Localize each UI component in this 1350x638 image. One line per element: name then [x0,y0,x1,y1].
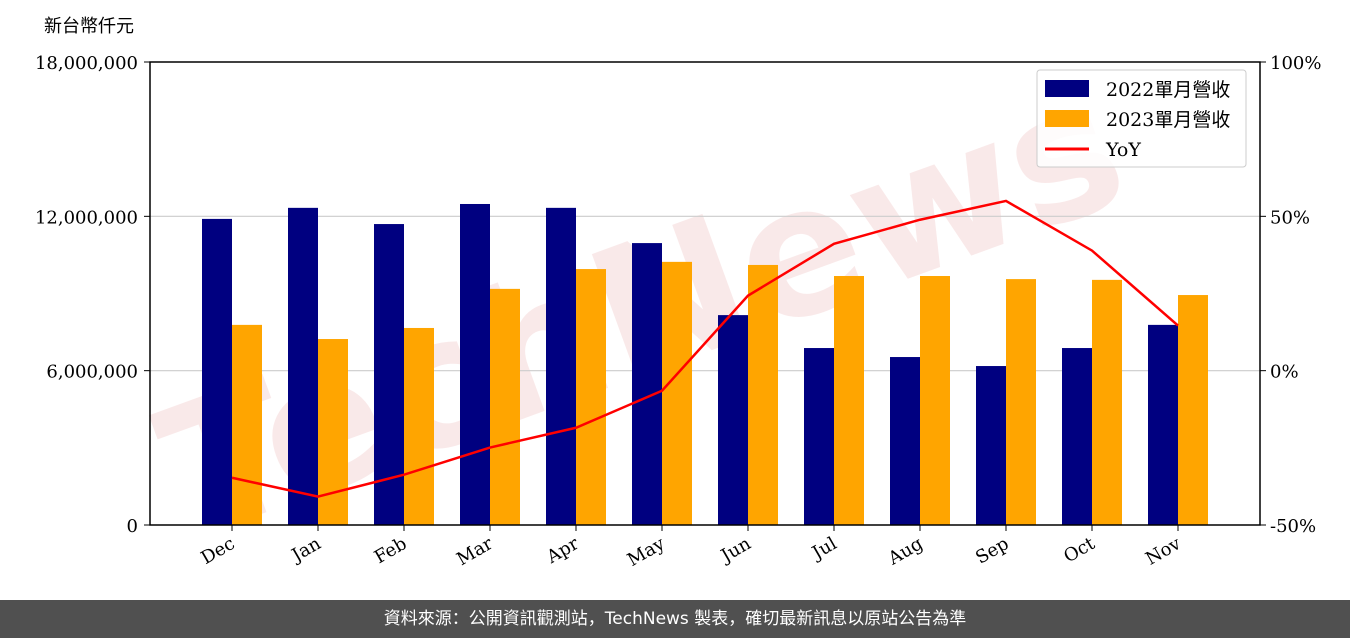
plot-frame [149,61,1261,526]
bar-2022 [976,366,1006,525]
bar-2022 [460,203,490,525]
bar-2023 [662,261,692,525]
bar-2022 [890,357,920,525]
bar-2023 [490,288,520,525]
bar-2023 [920,276,950,525]
bar-2023 [232,324,262,525]
y-tick-label: 12,000,000 [35,207,138,228]
bar-2022 [632,243,662,525]
legend-label: 2023單月營收 [1106,109,1230,131]
y-axis-label: 新台幣仟元 [44,16,134,37]
footer-source: 資料來源：公開資訊觀測站，TechNews 製表，確切最新訊息以原站公告為準 [0,600,1350,638]
bar-2022 [374,224,404,526]
x-tick-label: Aug [884,533,927,570]
legend-swatch [1045,80,1089,97]
bar-2023 [834,276,864,525]
x-tick-label: Oct [1060,533,1099,568]
bar-2022 [718,315,748,525]
legend-label: YoY [1105,139,1141,161]
bar-2023 [1178,295,1208,525]
bar-2022 [1062,348,1092,525]
y2-tick-label: 0% [1270,362,1299,383]
legend-swatch [1045,110,1089,127]
x-tick-label: Jul [807,533,841,565]
x-tick-label: May [624,533,669,571]
bar-2023 [318,339,348,525]
x-tick-label: Sep [972,533,1012,568]
y-tick-label: 18,000,000 [35,53,138,74]
y-tick-label: 0 [127,516,138,537]
bar-2022 [1148,324,1178,525]
bar-2023 [1006,279,1036,525]
y2-tick-label: -50% [1270,516,1316,537]
x-tick-label: Jun [716,533,755,568]
y2-tick-label: 50% [1270,207,1310,228]
y-tick-label: 6,000,000 [46,362,138,383]
x-tick-label: Apr [542,533,582,568]
bar-2023 [404,327,434,525]
x-tick-label: Feb [371,533,411,568]
bar-2023 [576,269,606,525]
bar-2022 [546,207,576,525]
bar-2022 [804,348,834,525]
bar-2023 [748,264,778,525]
bar-2022 [288,207,318,525]
bar-2023 [1092,279,1122,525]
legend: 2022單月營收 2023單月營收 YoY [1036,69,1247,168]
x-tick-label: Mar [453,533,497,570]
x-tick-label: Nov [1142,533,1185,570]
revenue-chart: TechNews 06,000,00012,000,00018,000,000-… [35,16,1322,579]
y2-tick-label: 100% [1270,53,1321,74]
legend-label: 2022單月營收 [1106,79,1230,101]
bar-2022 [202,218,232,525]
yoy-line [231,199,1179,498]
